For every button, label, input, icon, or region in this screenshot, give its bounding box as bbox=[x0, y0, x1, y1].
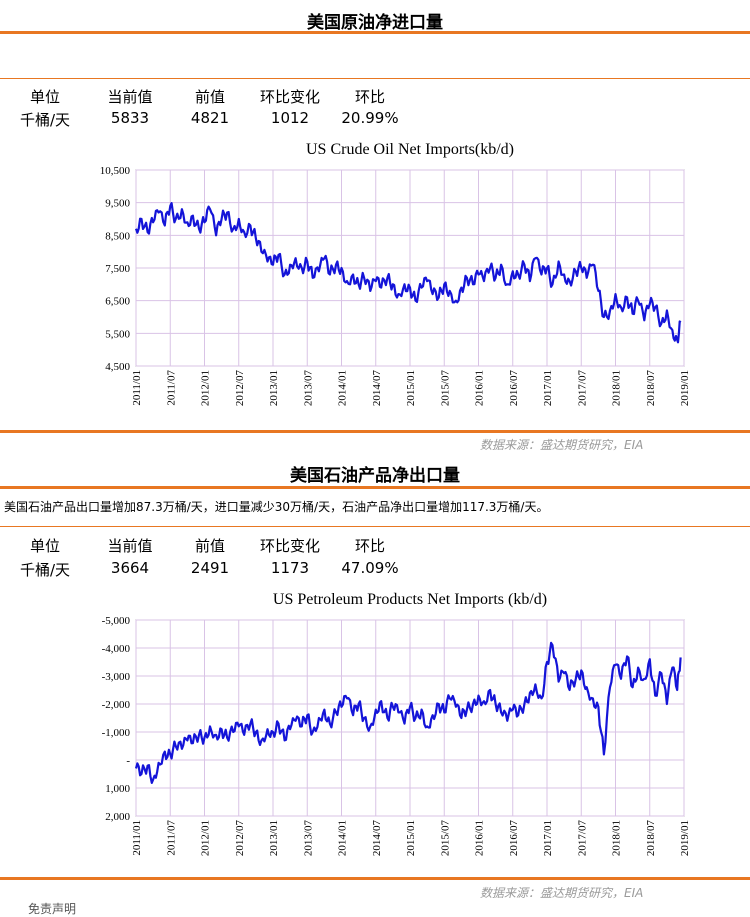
value-previous: 2491 bbox=[190, 559, 230, 577]
value-unit: 千桶/天 bbox=[19, 561, 71, 579]
chart-title: US Petroleum Products Net Imports (kb/d) bbox=[273, 591, 547, 608]
value-current: 5833 bbox=[110, 109, 150, 127]
x-tick-label: 2018/01 bbox=[611, 370, 623, 406]
x-tick-label: 2016/01 bbox=[474, 370, 486, 406]
y-tick-label: 7,500 bbox=[105, 263, 130, 275]
petroleum-products-chart: US Petroleum Products Net Imports (kb/d)… bbox=[102, 591, 691, 857]
header-ratio: 环比 bbox=[354, 88, 385, 106]
header-unit: 单位 bbox=[29, 88, 60, 106]
x-tick-label: 2018/07 bbox=[645, 820, 657, 857]
x-tick-label: 2017/07 bbox=[576, 820, 588, 857]
section2-summary-table: 单位 当前值 前值 环比变化 环比 千桶/天 3664 2491 1173 47… bbox=[0, 535, 750, 579]
y-tick-label: - bbox=[126, 755, 130, 767]
x-tick-label: 2011/07 bbox=[165, 820, 177, 856]
y-tick-label: 8,500 bbox=[105, 230, 130, 242]
value-change: 1173 bbox=[270, 559, 310, 577]
x-tick-label: 2015/01 bbox=[405, 370, 417, 406]
crude-oil-chart: US Crude Oil Net Imports(kb/d) 10,500 9,50… bbox=[100, 141, 691, 407]
value-unit: 千桶/天 bbox=[19, 111, 71, 129]
x-tick-label: 2015/01 bbox=[405, 820, 417, 856]
x-tick-label: 2014/01 bbox=[337, 370, 349, 406]
x-tick-label: 2014/01 bbox=[337, 820, 349, 856]
y-tick-label: 5,500 bbox=[105, 328, 130, 340]
series-line bbox=[134, 201, 682, 344]
x-tick-label: 2015/07 bbox=[439, 820, 451, 857]
value-change: 1012 bbox=[270, 109, 310, 127]
header-change: 环比变化 bbox=[259, 88, 320, 106]
x-tick-label: 2012/01 bbox=[200, 820, 212, 856]
section1-title: 美国原油净进口量 bbox=[307, 13, 443, 33]
value-current: 3664 bbox=[110, 559, 150, 577]
value-ratio: 20.99% bbox=[341, 109, 399, 127]
y-tick-label: -4,000 bbox=[102, 643, 131, 655]
value-previous: 4821 bbox=[190, 109, 230, 127]
section1-summary-table: 单位 当前值 前值 环比变化 环比 千桶/天 5833 4821 1012 20… bbox=[0, 86, 750, 130]
y-tick-label: 6,500 bbox=[105, 296, 130, 308]
x-tick-label: 2016/07 bbox=[508, 820, 520, 857]
y-tick-label: 9,500 bbox=[105, 198, 130, 210]
header-previous: 前值 bbox=[194, 88, 225, 106]
x-tick-label: 2011/01 bbox=[131, 820, 143, 856]
x-tick-label: 2013/01 bbox=[268, 820, 280, 856]
section2-bottom-rule bbox=[0, 877, 750, 880]
series-line bbox=[134, 641, 682, 784]
x-tick-label: 2013/07 bbox=[302, 370, 314, 407]
y-tick-label: 4,500 bbox=[105, 361, 130, 373]
y-tick-label: -3,000 bbox=[102, 671, 131, 683]
x-tick-label: 2014/07 bbox=[371, 370, 383, 407]
header-change: 环比变化 bbox=[259, 537, 320, 555]
x-tick-label: 2011/07 bbox=[165, 370, 177, 406]
section2-note: 美国石油产品出口量增加87.3万桶/天，进口量减少30万桶/天，石油产品净出口量… bbox=[4, 500, 549, 514]
section1-source: 数据来源：盛达期货研究，EIA bbox=[480, 438, 644, 452]
section2-top-rule bbox=[0, 486, 750, 489]
section1-top-rule bbox=[0, 31, 750, 34]
x-tick-label: 2013/01 bbox=[268, 370, 280, 406]
y-tick-label: -5,000 bbox=[102, 615, 131, 627]
chart-title: US Crude Oil Net Imports(kb/d) bbox=[306, 141, 514, 158]
section2-source: 数据来源：盛达期货研究，EIA bbox=[480, 886, 644, 900]
value-ratio: 47.09% bbox=[341, 559, 399, 577]
header-ratio: 环比 bbox=[354, 537, 385, 555]
y-tick-label: -1,000 bbox=[102, 727, 131, 739]
x-tick-label: 2012/01 bbox=[200, 370, 212, 406]
x-tick-label: 2018/07 bbox=[645, 370, 657, 407]
y-tick-label: 1,000 bbox=[105, 783, 130, 795]
x-tick-label: 2019/01 bbox=[679, 370, 691, 406]
x-tick-label: 2019/01 bbox=[679, 820, 691, 856]
y-tick-label: 2,000 bbox=[105, 811, 130, 823]
x-tick-label: 2015/07 bbox=[439, 370, 451, 407]
x-tick-label: 2013/07 bbox=[302, 820, 314, 857]
x-tick-label: 2012/07 bbox=[234, 820, 246, 857]
section2-title: 美国石油产品净出口量 bbox=[290, 466, 460, 486]
x-tick-label: 2012/07 bbox=[234, 370, 246, 407]
x-tick-label: 2011/01 bbox=[131, 370, 143, 406]
x-tick-label: 2014/07 bbox=[371, 820, 383, 857]
x-tick-label: 2017/01 bbox=[542, 370, 554, 406]
x-tick-label: 2017/01 bbox=[542, 820, 554, 856]
x-tick-label: 2016/07 bbox=[508, 370, 520, 407]
y-tick-label: -2,000 bbox=[102, 699, 131, 711]
x-tick-label: 2018/01 bbox=[611, 820, 623, 856]
section2-table-rule bbox=[0, 526, 750, 527]
section1-table-rule bbox=[0, 78, 750, 79]
header-previous: 前值 bbox=[194, 537, 225, 555]
header-unit: 单位 bbox=[29, 537, 60, 555]
header-current: 当前值 bbox=[107, 537, 153, 555]
x-tick-label: 2017/07 bbox=[576, 370, 588, 407]
section1-bottom-rule bbox=[0, 430, 750, 433]
header-current: 当前值 bbox=[107, 88, 153, 106]
x-tick-label: 2016/01 bbox=[474, 820, 486, 856]
y-tick-label: 10,500 bbox=[100, 165, 131, 177]
